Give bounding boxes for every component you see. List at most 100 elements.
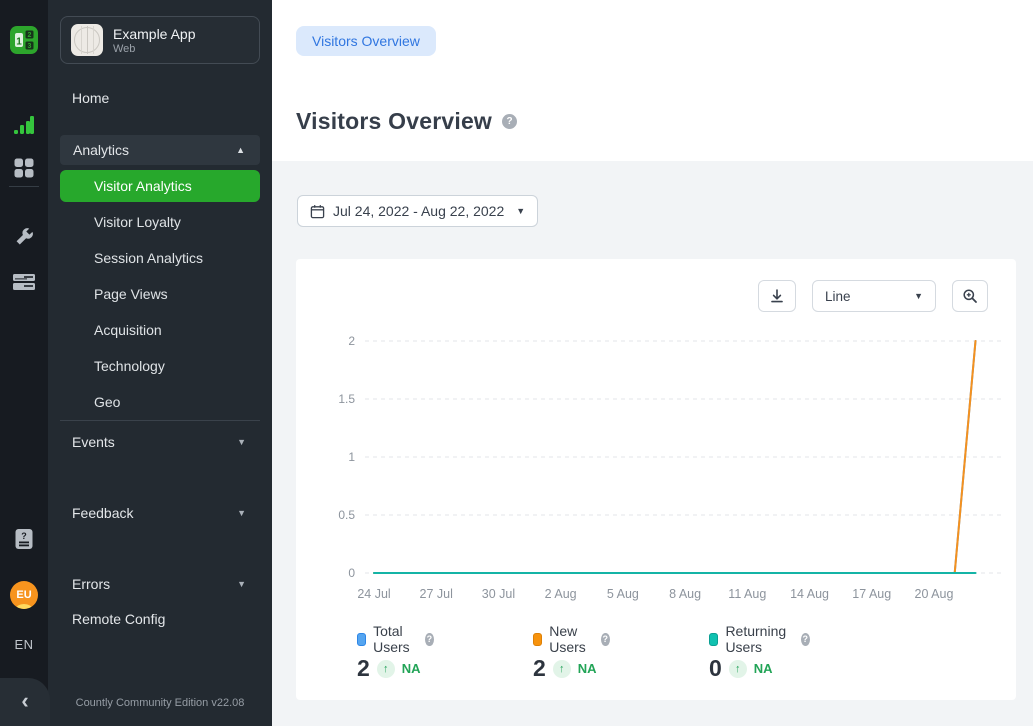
sidebar-item-page-views[interactable]: Page Views: [60, 276, 260, 312]
sidebar-section-label: Analytics: [73, 142, 130, 158]
download-button[interactable]: [758, 280, 796, 312]
app-icon: [71, 24, 103, 56]
sidebar-section-analytics[interactable]: Analytics ▲: [60, 135, 260, 165]
svg-text:?: ?: [21, 531, 27, 541]
legend-item-new-users: New Users? 2 ↑ NA: [533, 623, 610, 682]
rail-plugins-button[interactable]: [0, 155, 48, 181]
x-axis-tick: 20 Aug: [915, 587, 954, 601]
sidebar-item-technology[interactable]: Technology: [60, 348, 260, 384]
sidebar-item-visitor-loyalty[interactable]: Visitor Loyalty: [60, 204, 260, 240]
sidebar-collapse-button[interactable]: ‹: [0, 678, 50, 726]
page-title: Visitors Overview: [296, 108, 493, 134]
sidebar: Example App Web Home Analytics ▲ Visitor…: [48, 0, 272, 726]
chart-type-select[interactable]: Line ▼: [812, 280, 936, 312]
version-label: Countly Community Edition v22.08: [75, 697, 245, 709]
sidebar-item-label: Home: [72, 90, 110, 106]
bar-chart-icon: [14, 116, 34, 134]
chart-toolbar: Line ▼: [758, 280, 988, 312]
rail-divider: [9, 186, 39, 187]
y-axis-tick: 2: [348, 334, 355, 348]
sidebar-item-remote-config[interactable]: Remote Config: [48, 601, 272, 637]
legend-head: Returning Users?: [709, 623, 810, 655]
caret-down-icon: ▼: [516, 206, 526, 216]
sidebar-group-feedback[interactable]: Feedback ▼: [48, 495, 272, 531]
icon-rail: 1 2 3: [0, 0, 48, 726]
sidebar-group-errors[interactable]: Errors ▼: [48, 566, 272, 602]
rail-data-manager-button[interactable]: [0, 269, 48, 295]
region-badge-circle: EU: [10, 581, 38, 609]
sidebar-item-session-analytics[interactable]: Session Analytics: [60, 240, 260, 276]
app-type: Web: [113, 42, 136, 55]
caret-down-icon: ▼: [237, 508, 246, 518]
top-header: Visitors Overview Visitors Overview ?: [272, 0, 1033, 161]
caret-up-icon: ▲: [236, 145, 245, 155]
zoom-button[interactable]: [952, 280, 988, 312]
date-range-picker[interactable]: Jul 24, 2022 - Aug 22, 2022 ▼: [297, 195, 539, 227]
legend-color-swatch: [533, 632, 543, 646]
legend-value: 2: [357, 655, 370, 681]
legend-values: 2 ↑ NA: [357, 655, 434, 682]
rail-analytics-button[interactable]: [0, 112, 48, 138]
legend-help-icon[interactable]: ?: [425, 632, 434, 646]
visitors-chart-card: Line ▼ 0 0.5 1 1.5 2 24 Jul 27 Jul 30 Jul 2 Aug 5…: [296, 259, 1016, 700]
download-icon: [771, 289, 783, 303]
legend-value: 2: [533, 655, 546, 681]
y-axis-tick: 0: [348, 566, 355, 580]
sidebar-item-label: Session Analytics: [94, 250, 203, 266]
trend-up-icon: ↑: [376, 659, 395, 678]
x-axis-tick: 27 Jul: [420, 587, 453, 601]
sidebar-group-events[interactable]: Events ▼: [48, 424, 272, 460]
countly-logo[interactable]: 1 2 3: [0, 24, 48, 56]
legend-help-icon[interactable]: ?: [800, 632, 810, 646]
chevron-left-icon: ‹: [21, 688, 29, 713]
sidebar-item-home[interactable]: Home: [48, 84, 272, 112]
legend-help-icon[interactable]: ?: [601, 632, 610, 646]
region-badge[interactable]: EU: [0, 581, 48, 609]
sidebar-item-acquisition[interactable]: Acquisition: [60, 312, 260, 348]
calendar-icon: [310, 204, 325, 218]
sidebar-group-label: Errors: [72, 576, 111, 592]
x-axis-tick: 17 Aug: [852, 587, 891, 601]
line-chart[interactable]: 0 0.5 1 1.5 2 24 Jul 27 Jul 30 Jul 2 Aug 5 Aug 8 A…: [296, 325, 1016, 615]
legend-values: 0 ↑ NA: [709, 655, 810, 682]
svg-text:2: 2: [28, 32, 32, 39]
region-badge-text: EU: [16, 589, 32, 601]
x-axis-tick: 2 Aug: [545, 587, 577, 601]
grid-icon: [14, 158, 34, 178]
legend-item-total-users: Total Users? 2 ↑ NA: [357, 623, 434, 682]
sidebar-item-visitor-analytics[interactable]: Visitor Analytics: [60, 170, 260, 202]
help-guide-icon: ?: [15, 529, 33, 549]
wrench-icon: [16, 228, 33, 245]
breadcrumb[interactable]: Visitors Overview: [296, 26, 436, 56]
legend-head: New Users?: [533, 623, 610, 655]
svg-text:3: 3: [28, 43, 32, 50]
language-label: EN: [14, 636, 34, 652]
sidebar-divider: [60, 420, 260, 421]
caret-down-icon: ▼: [237, 579, 246, 589]
trend-up-icon: ↑: [552, 659, 571, 678]
sidebar-item-geo[interactable]: Geo: [60, 384, 260, 420]
legend-color-swatch: [357, 632, 367, 646]
server-stack-icon: [13, 274, 35, 290]
y-axis-tick: 1.5: [338, 392, 355, 406]
legend-head: Total Users?: [357, 623, 434, 655]
rail-management-button[interactable]: [0, 224, 48, 250]
trend-value: NA: [753, 661, 773, 676]
chart-type-value: Line: [825, 288, 851, 304]
legend-values: 2 ↑ NA: [533, 655, 610, 682]
rail-help-center-button[interactable]: ?: [0, 526, 48, 552]
app-switcher[interactable]: Example App Web: [60, 16, 260, 64]
sidebar-item-label: Geo: [94, 394, 121, 410]
y-axis-tick: 1: [348, 450, 355, 464]
trend-up-icon: ↑: [728, 659, 747, 678]
x-axis-tick: 5 Aug: [607, 587, 639, 601]
language-switcher[interactable]: EN: [0, 636, 48, 652]
sidebar-group-label: Feedback: [72, 505, 134, 521]
legend-color-swatch: [709, 632, 719, 646]
sidebar-item-label: Page Views: [94, 286, 168, 302]
title-help-icon[interactable]: ?: [502, 114, 518, 129]
y-axis-tick: 0.5: [338, 508, 355, 522]
sidebar-item-label: Acquisition: [94, 322, 162, 338]
legend-value: 0: [709, 655, 722, 681]
